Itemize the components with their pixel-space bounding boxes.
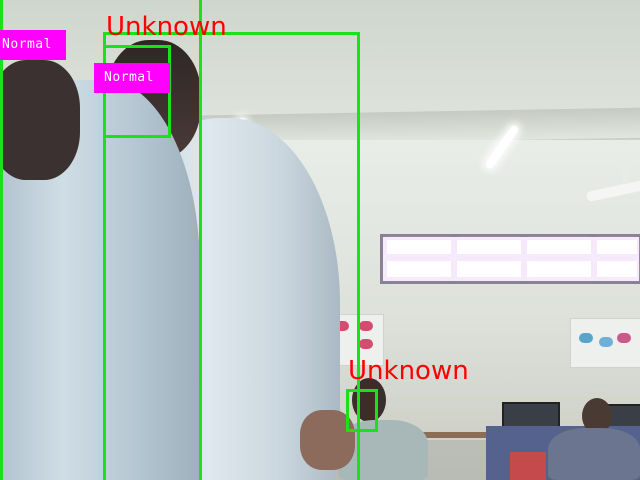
railing [380,432,490,438]
background-person-2 [548,428,640,480]
detection-label-left: Normal [0,30,66,60]
red-chair [510,452,546,480]
detection-label-center-person: Unknown [106,12,227,42]
wall-poster-right [570,318,640,368]
hand [300,410,355,470]
ceiling-fan-rod [622,140,628,192]
detection-label-background: Unknown [348,356,469,386]
detection-label-center-face: Normal [94,63,170,93]
detection-box-background-face [346,389,378,432]
foreground-person-left [0,60,200,480]
window-right [380,234,640,284]
detection-box-left-person [0,0,202,480]
detection-box-center-person [103,32,360,480]
